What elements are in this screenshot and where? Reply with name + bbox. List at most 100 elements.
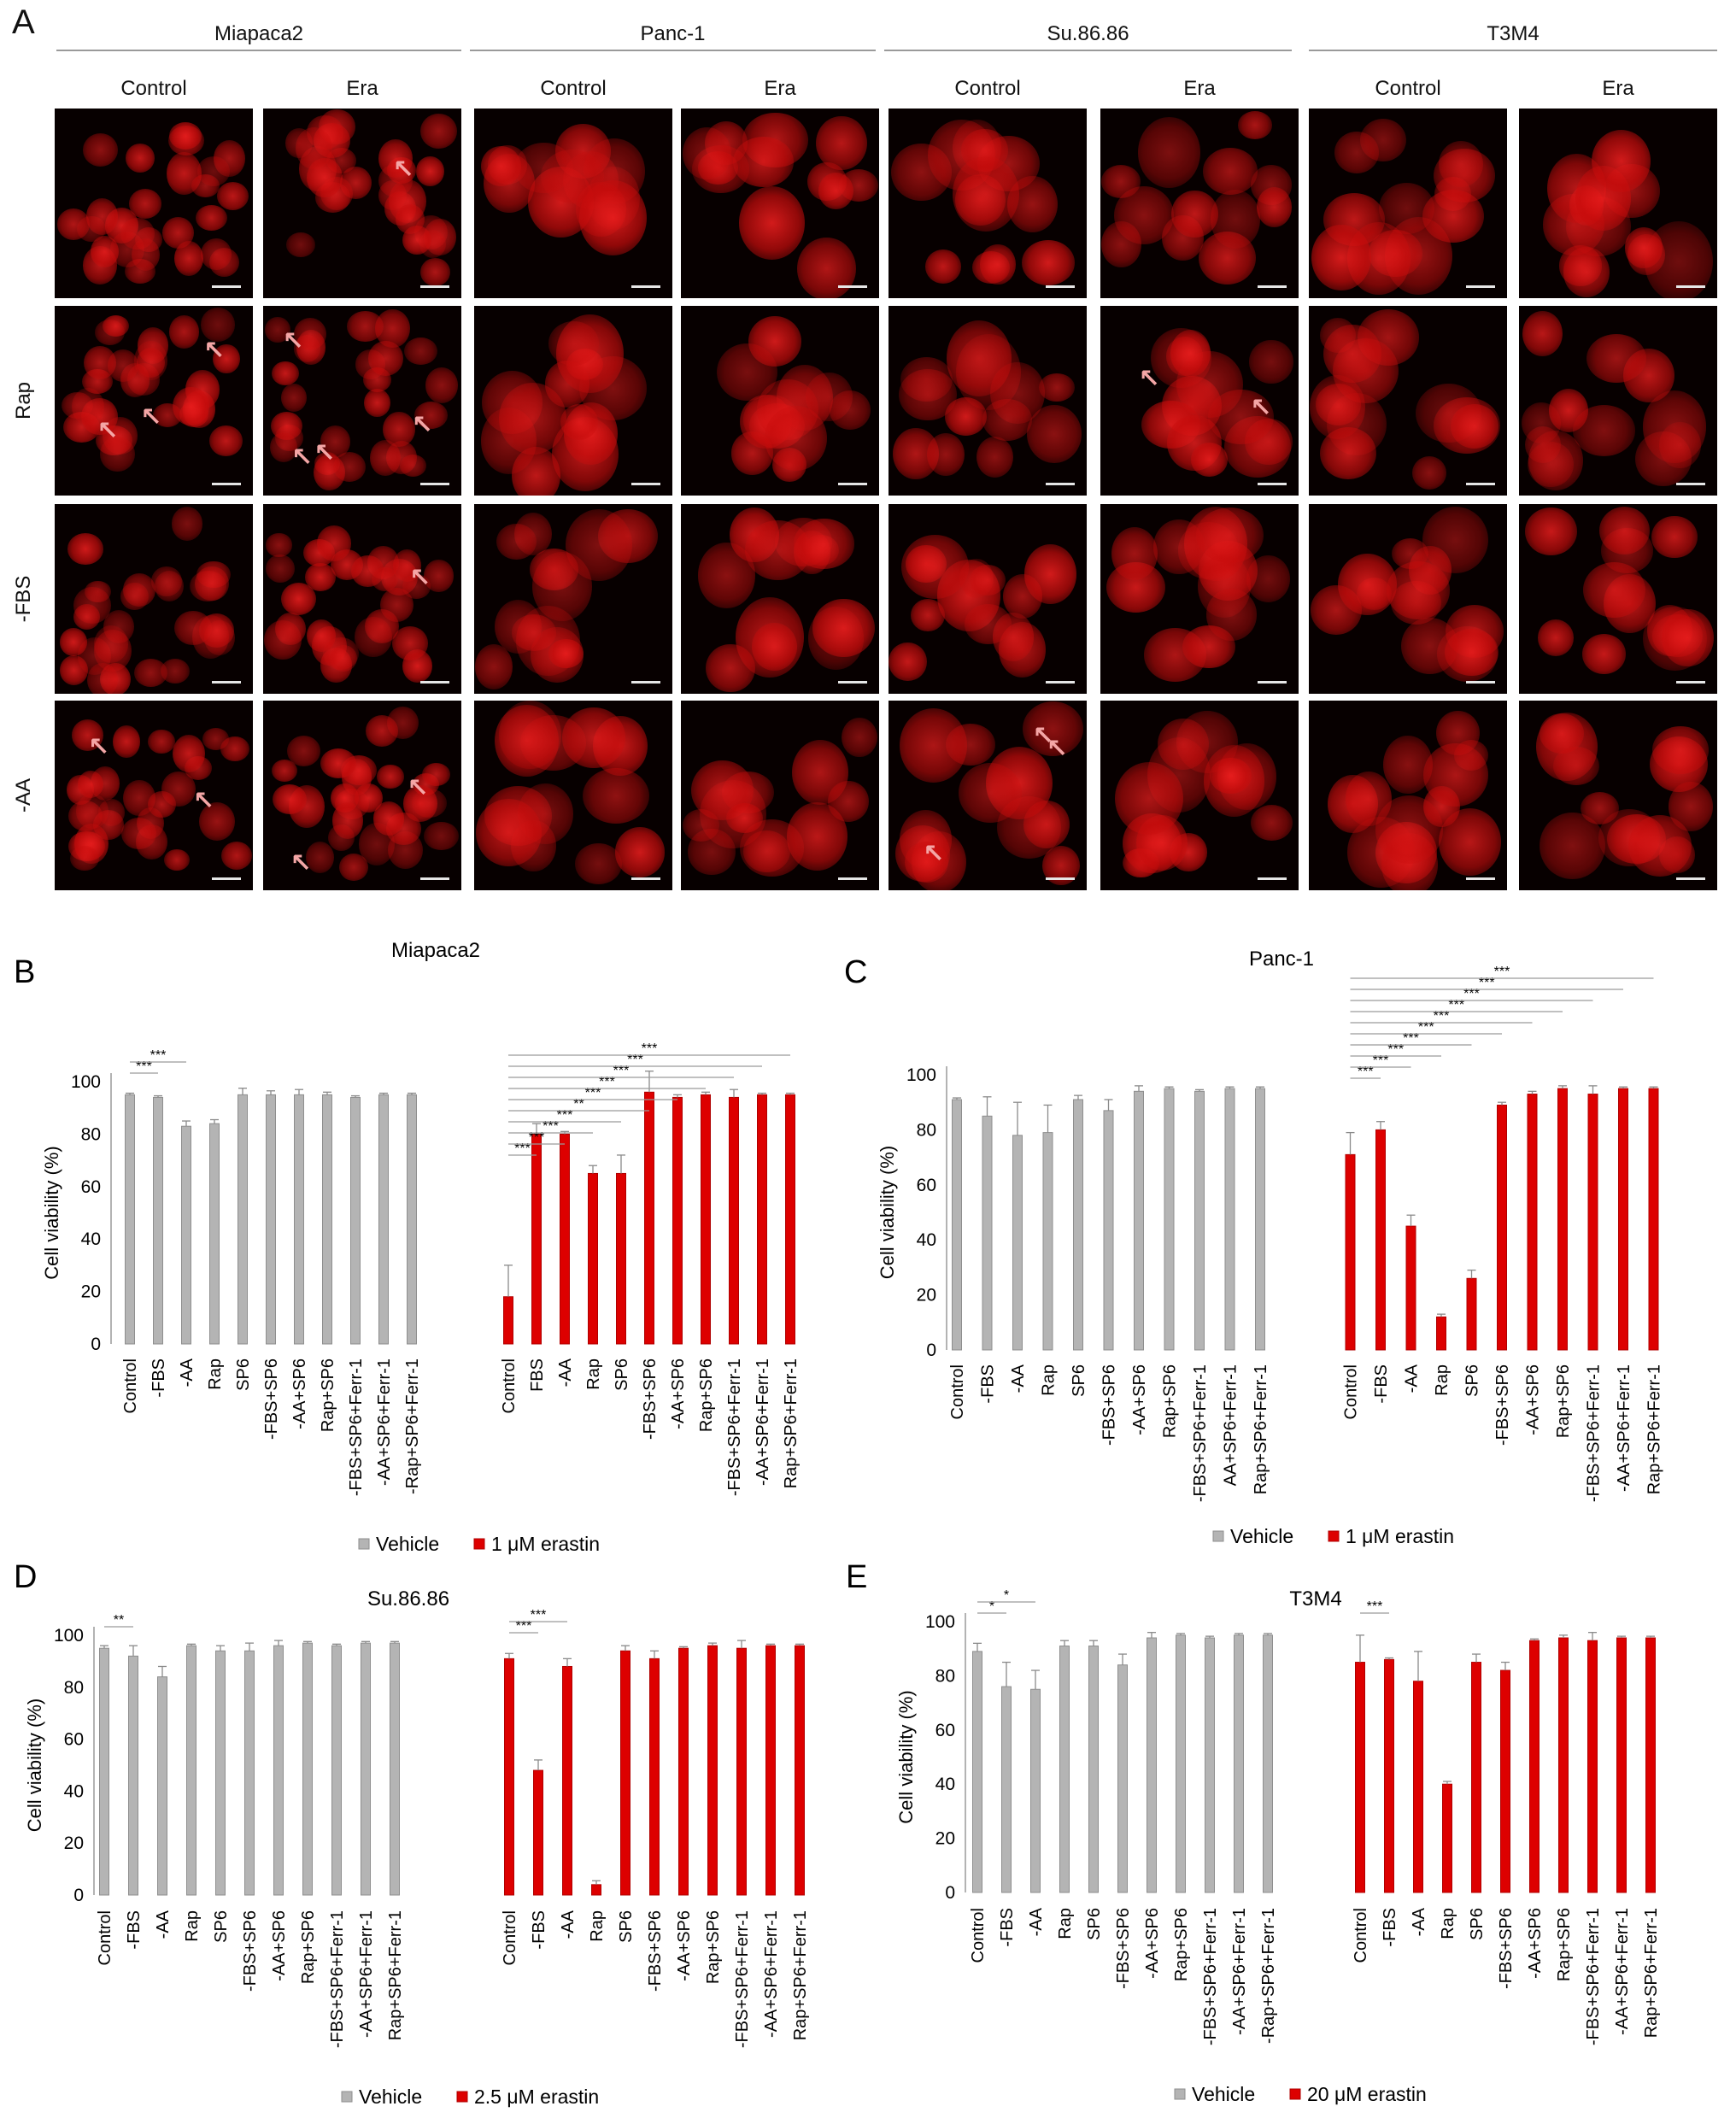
bar [678, 1647, 689, 1896]
cell-body [1311, 224, 1372, 290]
bar [1587, 1094, 1598, 1351]
cell-body [548, 639, 584, 668]
legend-label: Vehicle [1192, 2083, 1255, 2105]
x-tick-label: Rap+SP6 [299, 1910, 318, 1984]
bar [378, 1094, 389, 1345]
cell-body [556, 314, 624, 393]
x-tick-label: Rap+SP6 [704, 1910, 723, 1984]
x-tick-label: -AA+SP6 [669, 1358, 688, 1429]
bar [1471, 1662, 1481, 1893]
x-tick-label: Rap+SP6+Ferr-1 [1645, 1364, 1664, 1494]
x-tick-label: -AA+SP6+Ferr-1 [762, 1910, 781, 2038]
cell-body [364, 389, 390, 418]
x-tick-label: Rap+SP6+Ferr-1 [386, 1910, 405, 2040]
cell-body [1572, 404, 1635, 456]
cell-body [402, 574, 431, 599]
cell-body [1191, 443, 1229, 477]
scale-bar [1676, 285, 1705, 288]
cell-body [818, 172, 854, 210]
cell-body [82, 132, 119, 167]
x-tick-label: -AA+SP6+Ferr-1 [1230, 1908, 1249, 2035]
bar [591, 1884, 601, 1896]
bar [1030, 1688, 1041, 1893]
bar [1224, 1088, 1235, 1351]
bar [560, 1133, 570, 1345]
y-tick-label: 20 [64, 1834, 84, 1853]
cell-body [1249, 339, 1293, 384]
x-tick-label: -AA+SP6 [270, 1910, 289, 1981]
condition-label: Control [1375, 77, 1441, 100]
bar [736, 1647, 747, 1896]
scale-bar [1466, 681, 1495, 684]
cell-body [1238, 111, 1273, 139]
bar [1088, 1646, 1099, 1893]
scale-bar [1258, 285, 1287, 288]
scale-bar [212, 681, 241, 684]
cell-body [304, 563, 337, 592]
x-tick-label: -FBS [125, 1910, 144, 1950]
cell-body [1026, 405, 1082, 464]
y-axis-label: Cell viability (%) [895, 1690, 917, 1823]
x-tick-label: -FBS+SP6+Ferr-1 [328, 1910, 347, 2048]
y-tick-label: 20 [935, 1829, 955, 1849]
x-tick-label: -FBS+SP6+Ferr-1 [1191, 1364, 1210, 1502]
cell-body [748, 316, 801, 367]
x-tick-label: -AA+SP6+Ferr-1 [375, 1358, 394, 1486]
cell-body [1450, 403, 1499, 449]
cell-body [404, 337, 438, 366]
y-tick-label: 60 [64, 1730, 84, 1750]
bar [1205, 1637, 1215, 1893]
legend-swatch [1212, 1530, 1224, 1542]
bar [266, 1094, 276, 1345]
arrow-marker: ↖ [1250, 393, 1272, 422]
cell-body [1137, 117, 1201, 189]
x-tick-label: -AA [1027, 1907, 1046, 1936]
x-tick-label: -AA [1410, 1907, 1428, 1936]
scale-bar [1046, 483, 1075, 485]
x-tick-label: -AA [556, 1358, 575, 1387]
x-tick-label: -AA [559, 1910, 578, 1939]
x-tick-label: Rap+SP6 [1161, 1364, 1180, 1438]
bar [785, 1094, 795, 1345]
x-tick-label: -Rap+SP6+Ferr-1 [403, 1358, 422, 1494]
y-axis-label: Cell viability (%) [41, 1146, 62, 1279]
microscopy-image [889, 504, 1087, 694]
y-tick-label: 40 [917, 1230, 936, 1250]
cell-body [1202, 148, 1258, 195]
arrow-marker: ↖ [392, 155, 414, 184]
cell-body [307, 158, 343, 198]
scale-bar [1258, 483, 1287, 485]
bar [1012, 1135, 1023, 1351]
bar [125, 1094, 135, 1345]
condition-label: Era [346, 77, 378, 100]
bar [649, 1658, 660, 1896]
scale-bar [838, 285, 867, 288]
cell-body [93, 625, 128, 663]
bar [215, 1650, 226, 1896]
scale-bar [1046, 681, 1075, 684]
bar [407, 1094, 417, 1345]
y-tick-label: 60 [917, 1176, 936, 1195]
cell-body [86, 198, 119, 235]
cell-body [1563, 246, 1610, 297]
cell-body [286, 232, 315, 257]
x-tick-label: -AA+SP6 [1526, 1908, 1545, 1979]
significance-marker: *** [1494, 965, 1510, 979]
cell-body [1021, 239, 1075, 285]
cell-body [56, 208, 91, 241]
x-tick-label: -AA [1403, 1364, 1422, 1393]
cell-body [952, 155, 1020, 232]
x-tick-label: SP6 [234, 1358, 253, 1391]
cell-body [793, 519, 855, 569]
x-tick-label: -AA [1009, 1364, 1028, 1393]
cell-line-title: Panc-1 [640, 22, 706, 45]
cell-body [399, 455, 427, 478]
cell-body [1101, 165, 1141, 199]
cell-body [1039, 373, 1075, 402]
cell-body [499, 382, 567, 455]
x-tick-label: -FBS [1381, 1908, 1399, 1947]
arrow-marker: ↖ [314, 438, 336, 467]
x-tick-label: -FBS [530, 1910, 548, 1950]
legend-label: Vehicle [359, 2086, 422, 2108]
microscopy-image [681, 504, 879, 694]
